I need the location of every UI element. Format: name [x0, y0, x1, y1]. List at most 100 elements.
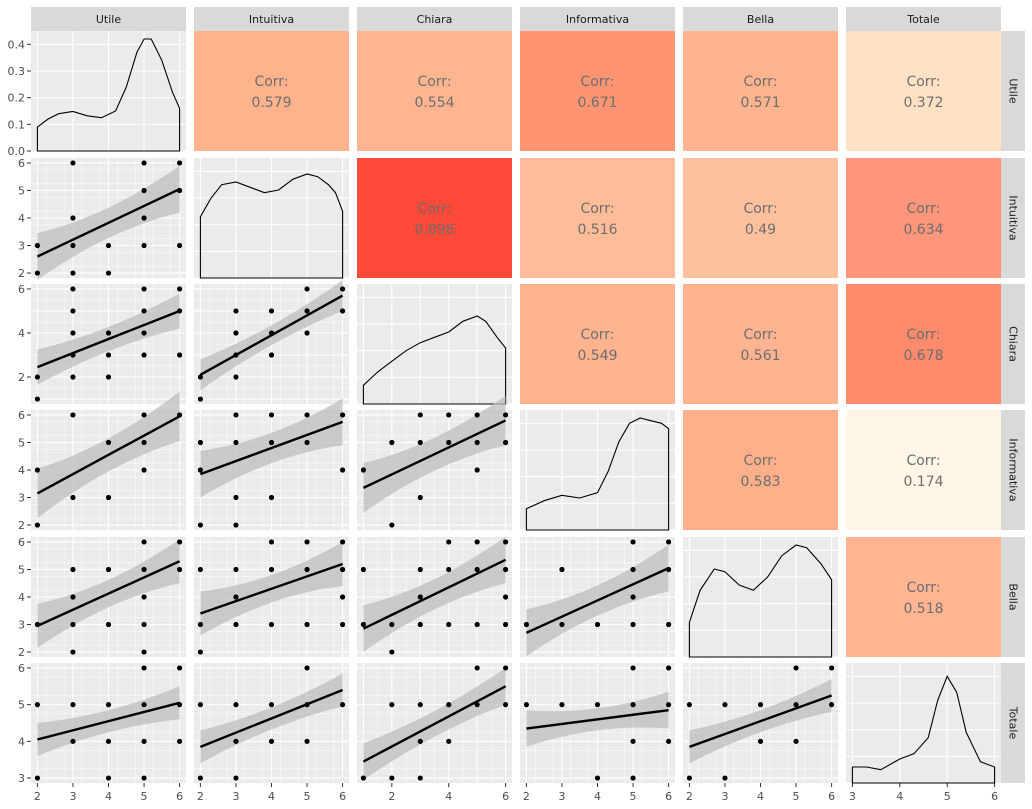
- data-point: [197, 621, 203, 628]
- data-point: [304, 439, 310, 446]
- data-point: [417, 566, 423, 573]
- data-point: [523, 621, 529, 628]
- correlation-panel: Corr: 0.634: [846, 158, 1001, 278]
- regression-line: [362, 419, 507, 489]
- correlation-panel: Corr: 0.372: [846, 31, 1001, 151]
- column-strip-label: Chiara: [417, 13, 453, 26]
- data-point: [340, 467, 346, 473]
- data-point: [233, 330, 239, 336]
- data-point: [474, 566, 480, 573]
- correlation-label: Corr:: [743, 453, 777, 469]
- y-tick-label: 6: [18, 536, 25, 549]
- correlation-panel: Corr: 0.571: [683, 31, 838, 151]
- column-strip-label: Totale: [906, 13, 940, 26]
- data-point: [474, 412, 480, 418]
- correlation-value: 0.554: [414, 95, 454, 111]
- correlation-value: 0.49: [745, 222, 776, 238]
- data-point: [503, 539, 509, 545]
- data-point: [233, 374, 239, 380]
- data-point: [360, 775, 366, 781]
- correlation-value: 0.583: [740, 474, 780, 490]
- data-point: [34, 270, 40, 276]
- row-strip-label: Intuitiva: [1007, 195, 1020, 240]
- row-strip: [1001, 410, 1025, 530]
- correlation-value: 0.571: [740, 95, 780, 111]
- data-point: [233, 738, 239, 744]
- correlation-tile: [683, 284, 838, 404]
- data-point: [141, 242, 147, 249]
- density-panel: [31, 31, 186, 152]
- correlation-label: Corr:: [743, 74, 777, 90]
- scatter-panel: [31, 158, 186, 280]
- data-point: [70, 621, 76, 628]
- x-tick-label: 3: [558, 790, 565, 803]
- data-point: [70, 330, 76, 336]
- correlation-value: 0.372: [903, 95, 943, 111]
- data-point: [177, 665, 183, 671]
- correlation-label: Corr:: [743, 327, 777, 343]
- data-point: [793, 738, 799, 744]
- data-point: [630, 539, 636, 545]
- x-tick-label: 4: [105, 790, 112, 803]
- data-point: [446, 539, 452, 545]
- row-strip: [1001, 158, 1025, 278]
- correlation-tile: [357, 31, 512, 151]
- row-strip-label: Totale: [1007, 706, 1020, 740]
- y-tick-label: 3: [18, 619, 25, 632]
- data-point: [722, 702, 728, 708]
- data-point: [177, 539, 183, 545]
- correlation-value: 0.549: [577, 348, 617, 364]
- correlation-tile: [846, 284, 1001, 404]
- correlation-panel: Corr: 0.554: [357, 31, 512, 151]
- data-point: [177, 160, 183, 166]
- data-point: [268, 702, 275, 708]
- correlation-panel: Corr: 0.516: [520, 158, 675, 278]
- data-point: [417, 775, 423, 781]
- density-curve: [525, 417, 670, 531]
- data-point: [233, 412, 239, 418]
- column-strip-label: Utile: [96, 13, 121, 26]
- data-point: [34, 396, 40, 402]
- data-point: [197, 775, 203, 781]
- regression-line: [199, 294, 344, 376]
- data-point: [360, 621, 366, 628]
- regression-line: [36, 415, 181, 495]
- density-panel: [520, 410, 675, 531]
- correlation-tile: [520, 31, 675, 151]
- data-point: [304, 308, 310, 314]
- data-point: [70, 412, 76, 418]
- row-strip: [1001, 284, 1025, 404]
- data-point: [141, 215, 147, 221]
- y-tick-label: 4: [18, 212, 25, 225]
- x-tick-label: 3: [69, 790, 76, 803]
- data-point: [268, 539, 275, 545]
- data-point: [474, 439, 480, 446]
- data-point: [233, 702, 239, 708]
- x-tick-label: 4: [445, 790, 452, 803]
- data-point: [177, 738, 183, 744]
- data-point: [105, 374, 112, 380]
- column-strip: [683, 7, 838, 31]
- data-point: [141, 539, 147, 545]
- data-point: [70, 242, 76, 249]
- data-point: [105, 270, 112, 276]
- data-point: [177, 566, 183, 573]
- data-point: [340, 702, 346, 708]
- data-point: [141, 352, 147, 358]
- x-tick-label: 4: [896, 790, 903, 803]
- data-point: [446, 439, 452, 446]
- data-point: [268, 738, 275, 744]
- density-panel: [683, 537, 838, 658]
- regression-line: [36, 560, 181, 627]
- scatter-panel: [194, 398, 349, 530]
- data-point: [268, 621, 275, 628]
- data-point: [523, 702, 529, 708]
- data-point: [304, 621, 310, 628]
- correlation-label: Corr:: [906, 201, 940, 217]
- y-tick-label: 2: [18, 519, 25, 532]
- y-tick-label: 4: [18, 735, 25, 748]
- data-point: [70, 286, 76, 292]
- correlation-tile: [683, 410, 838, 530]
- correlation-tile: [846, 158, 1001, 278]
- data-point: [70, 566, 76, 573]
